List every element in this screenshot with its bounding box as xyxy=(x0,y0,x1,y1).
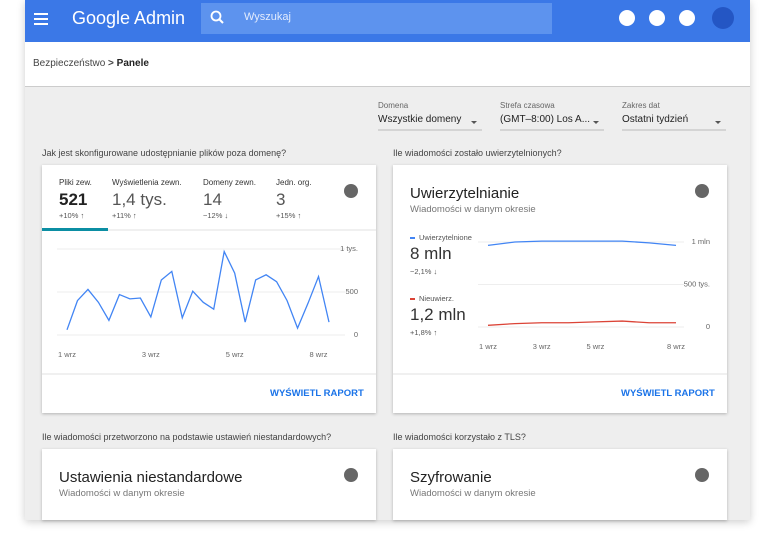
report-link[interactable]: WYŚWIETL RAPORT xyxy=(270,388,364,399)
metric-change: +1,8% ↑ xyxy=(410,328,438,337)
breadcrumb: Bezpieczeństwo > Panele xyxy=(33,58,149,69)
tab-label[interactable]: Jedn. org. xyxy=(276,178,312,187)
breadcrumb-current: Panele xyxy=(116,58,149,69)
x-tick-label: 1 wrz xyxy=(58,350,76,359)
breadcrumb-bar xyxy=(25,42,750,87)
y-tick-label: 1 tys. xyxy=(340,244,358,253)
metric-value: 8 mln xyxy=(410,244,452,263)
card-question: Ile wiadomości zostało uwierzytelnionych… xyxy=(393,148,562,158)
legend-swatch xyxy=(410,298,415,300)
card-question: Ile wiadomości przetworzono na podstawie… xyxy=(42,432,332,442)
line-series xyxy=(487,320,676,326)
tab-label[interactable]: Domeny zewn. xyxy=(203,178,256,187)
filter-label: Domena xyxy=(378,101,409,110)
report-link[interactable]: WYŚWIETL RAPORT xyxy=(621,388,715,399)
help-icon xyxy=(695,184,709,198)
metric-label: Uwierzytelnione xyxy=(419,233,472,242)
x-tick-label: 3 wrz xyxy=(142,350,160,359)
tab-label[interactable]: Wyświetlenia zewn. xyxy=(112,178,182,187)
search-box[interactable] xyxy=(201,3,552,34)
tab-value: 3 xyxy=(276,190,286,209)
help-icon xyxy=(695,468,709,482)
tab-value: 14 xyxy=(203,190,222,209)
card xyxy=(42,449,376,520)
dropdown-arrow xyxy=(593,121,599,124)
metric-label: Nieuwierz. xyxy=(419,294,455,303)
filter-label: Zakres dat xyxy=(622,101,660,110)
filter-label: Strefa czasowa xyxy=(500,101,555,110)
tab-change: +15% ↑ xyxy=(276,211,302,220)
x-tick-label: 5 wrz xyxy=(226,350,244,359)
filter-value[interactable]: Ostatni tydzień xyxy=(622,114,689,125)
card-subtitle: Wiadomości w danym okresie xyxy=(410,488,536,499)
x-tick-label: 8 wrz xyxy=(310,350,328,359)
card-question: Ile wiadomości korzystało z TLS? xyxy=(393,432,526,442)
card xyxy=(42,165,376,413)
y-tick-label: 500 tys. xyxy=(684,279,710,288)
metric-value: 1,2 mln xyxy=(410,305,466,324)
card-subtitle: Wiadomości w danym okresie xyxy=(410,204,536,215)
tab-change: −12% ↓ xyxy=(203,211,229,220)
apps-icon[interactable] xyxy=(649,10,665,26)
y-tick-label: 0 xyxy=(354,330,358,339)
breadcrumb-parent[interactable]: Bezpieczeństwo xyxy=(33,58,106,69)
card-title: Uwierzytelnianie xyxy=(410,185,520,202)
filter-value[interactable]: Wszystkie domeny xyxy=(378,114,462,125)
tab-change: +11% ↑ xyxy=(112,211,137,220)
notifications-icon[interactable] xyxy=(679,10,695,26)
search-icon xyxy=(210,10,224,24)
dropdown-arrow xyxy=(471,121,477,124)
help-icon xyxy=(344,184,358,198)
card-subtitle: Wiadomości w danym okresie xyxy=(59,488,185,499)
tab-value: 1,4 tys. xyxy=(112,190,167,209)
y-tick-label: 0 xyxy=(706,322,710,331)
breadcrumb-separator: > xyxy=(108,58,114,69)
line-series xyxy=(66,249,330,331)
product-name: Google Admin xyxy=(72,8,186,28)
help-icon xyxy=(344,468,358,482)
search-placeholder[interactable]: Wyszukaj xyxy=(244,11,291,23)
line-series xyxy=(487,240,677,247)
avatar[interactable] xyxy=(712,7,734,29)
selected-tab-indicator xyxy=(42,228,108,231)
filter-value[interactable]: (GMT–8:00) Los A... xyxy=(500,114,591,125)
help-icon[interactable] xyxy=(619,10,635,26)
y-tick-label: 1 mln xyxy=(692,237,710,246)
card xyxy=(393,449,727,520)
x-tick-label: 3 wrz xyxy=(533,342,551,351)
x-tick-label: 1 wrz xyxy=(479,342,497,351)
card xyxy=(393,165,727,413)
top-icons xyxy=(34,3,734,34)
card-title: Szyfrowanie xyxy=(410,469,492,486)
tab-label[interactable]: Pliki zew. xyxy=(59,178,92,187)
metric-change: −2,1% ↓ xyxy=(410,267,438,276)
y-tick-label: 500 xyxy=(345,287,358,296)
tab-change: +10% ↑ xyxy=(59,211,85,220)
card-question: Jak jest skonfigurowane udostępnianie pl… xyxy=(42,148,287,158)
menu-icon[interactable] xyxy=(34,13,48,25)
legend-swatch xyxy=(410,237,415,239)
card-title: Ustawienia niestandardowe xyxy=(59,469,243,486)
tab-value: 521 xyxy=(59,190,88,209)
dropdown-arrow xyxy=(715,121,721,124)
x-tick-label: 8 wrz xyxy=(667,342,685,351)
x-tick-label: 5 wrz xyxy=(586,342,604,351)
